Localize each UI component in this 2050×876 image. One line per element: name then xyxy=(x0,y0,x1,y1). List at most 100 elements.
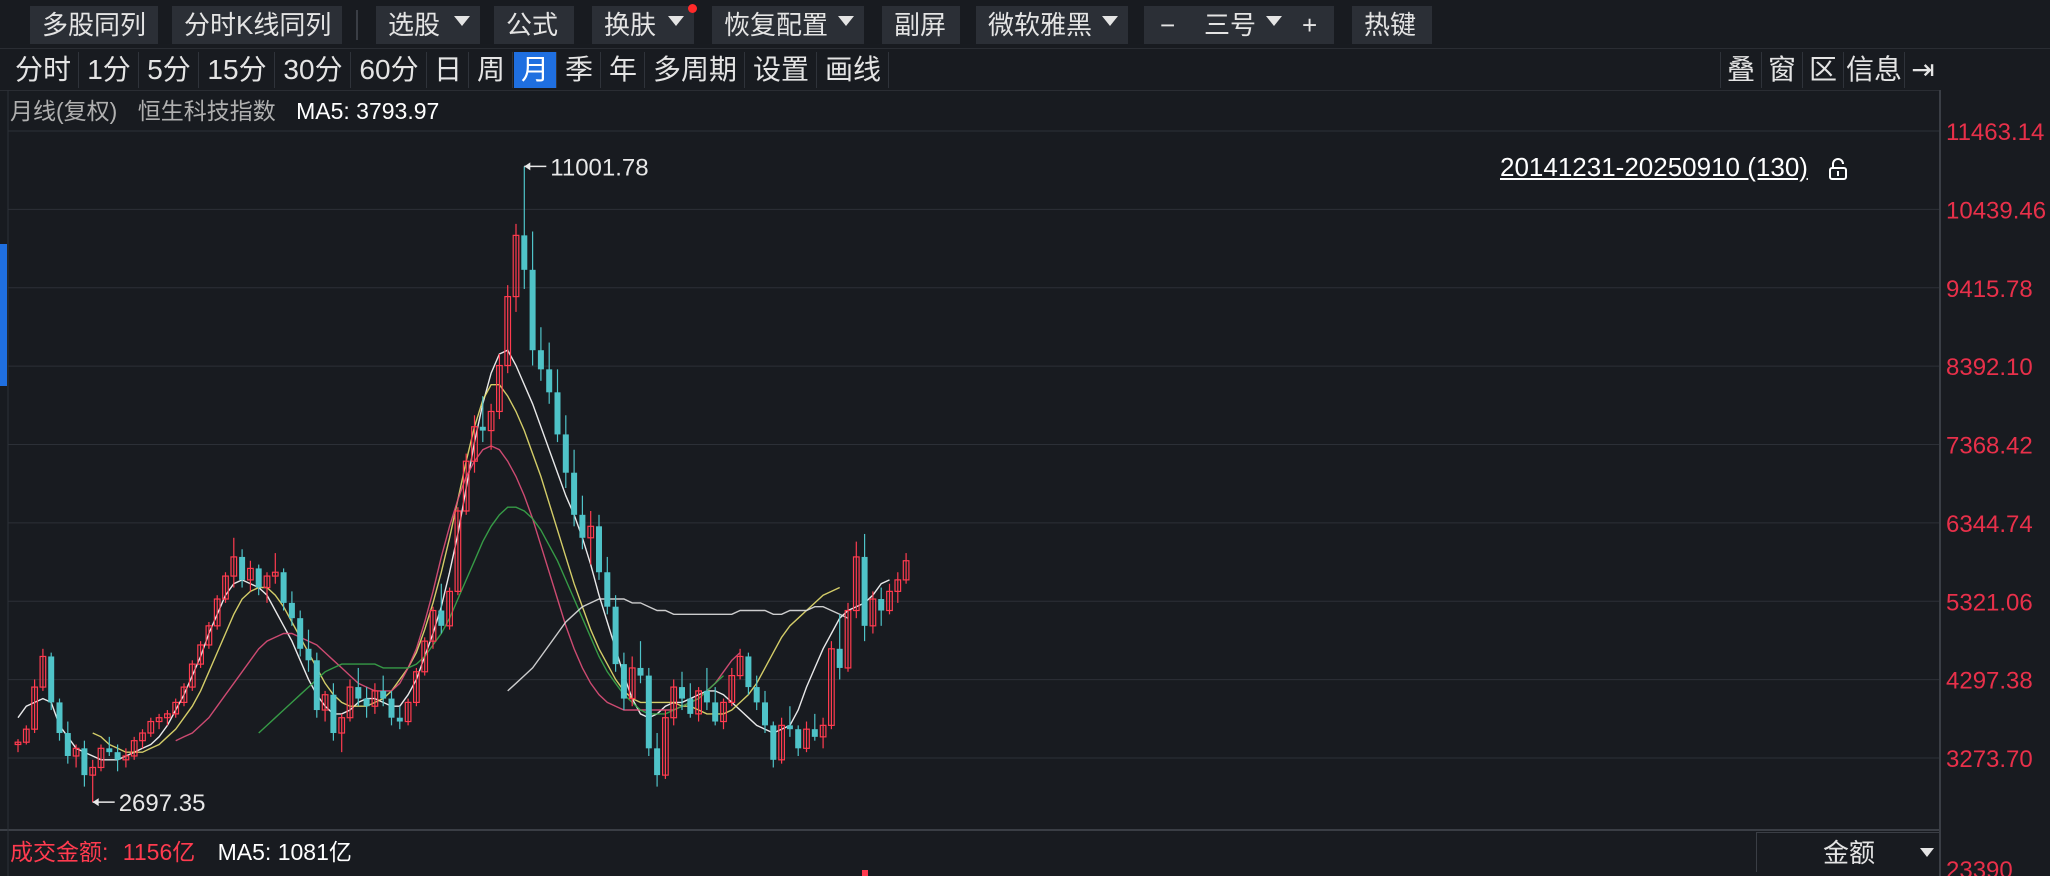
unlock-icon[interactable] xyxy=(1828,158,1848,180)
candle-body xyxy=(687,698,694,714)
period-tab-timeshare[interactable]: 分时 xyxy=(8,52,79,88)
candle-body xyxy=(338,717,346,734)
date-range-label[interactable]: 20141231-20250910 (130) xyxy=(1500,152,1808,182)
font-size-value: 三号 xyxy=(1204,10,1257,40)
candle-body xyxy=(180,686,188,703)
top-toolbar: 多股同列 分时K线同列 选股 公式 换肤 恢复配置 副屏 微软雅黑 − 三号 +… xyxy=(0,0,2050,49)
left-accent-bar xyxy=(0,244,7,386)
period-tab-30min[interactable]: 30分 xyxy=(276,52,351,88)
candle-body xyxy=(388,698,395,718)
multi-stock-button[interactable]: 多股同列 xyxy=(30,6,158,44)
candle-body xyxy=(164,713,171,719)
price-annotations: 11001.78 2697.35 xyxy=(92,154,649,817)
info-tool-button[interactable]: 信息 xyxy=(1843,52,1904,88)
candle-body xyxy=(745,656,752,688)
candle-body xyxy=(288,602,295,619)
candle-body xyxy=(396,717,403,722)
annotation-label: 2697.35 xyxy=(119,790,206,817)
candle-body xyxy=(313,660,320,711)
candle-body xyxy=(770,725,777,760)
y-tick-label: 9415.78 xyxy=(1946,276,2033,303)
candle-body xyxy=(869,598,877,627)
candle-body xyxy=(321,694,329,711)
candle-body xyxy=(147,720,155,734)
candle-body xyxy=(255,568,262,588)
candle-body xyxy=(753,687,760,703)
collapse-panel-icon[interactable]: ⇥ xyxy=(1904,52,1941,88)
second-screen-button[interactable]: 副屏 xyxy=(882,6,960,44)
candle-body xyxy=(31,686,38,730)
candle-body xyxy=(819,724,827,738)
candle-body xyxy=(188,663,196,688)
stock-picker-label: 选股 xyxy=(388,10,441,40)
overlay-tool-button[interactable]: 叠 xyxy=(1720,52,1761,88)
candle-body xyxy=(263,575,271,589)
candle-body xyxy=(778,724,785,761)
candle-body xyxy=(346,686,354,719)
candle-body xyxy=(239,556,246,580)
candle-body xyxy=(205,625,213,646)
candle-body xyxy=(462,460,470,512)
hotkey-button[interactable]: 热键 xyxy=(1352,6,1432,44)
period-tab-day[interactable]: 日 xyxy=(428,52,469,88)
candle-body xyxy=(679,687,685,699)
axis-border xyxy=(0,90,1941,876)
candle-body xyxy=(72,747,80,757)
candle-body xyxy=(297,618,304,649)
period-tab-60min[interactable]: 60分 xyxy=(352,52,427,88)
candle-body xyxy=(587,525,595,539)
period-tab-year[interactable]: 年 xyxy=(602,52,645,88)
candle-body xyxy=(429,609,437,642)
candle-body xyxy=(786,725,793,730)
candle-body xyxy=(795,729,802,749)
chevron-down-icon xyxy=(1266,16,1282,26)
font-size-decrease-button[interactable]: − xyxy=(1160,10,1176,40)
volume-type-select[interactable]: 金额 xyxy=(1756,832,1940,872)
period-tab-month[interactable]: 月 xyxy=(514,52,557,88)
candle-body xyxy=(446,590,453,627)
draw-line-tab[interactable]: 画线 xyxy=(818,52,889,88)
candle-body xyxy=(222,575,229,600)
kline-type-label: 月线(复权) xyxy=(10,98,118,124)
period-tab-week[interactable]: 周 xyxy=(470,52,513,88)
chart-info-line: 月线(复权) 恒生科技指数 MA5: 3793.97 xyxy=(10,96,439,126)
formula-button[interactable]: 公式 xyxy=(494,6,574,44)
candle-body xyxy=(521,235,528,270)
candle-body xyxy=(380,690,387,699)
window-tool-button[interactable]: 窗 xyxy=(1761,52,1802,88)
candle-body xyxy=(596,526,602,573)
volume-bar xyxy=(862,870,868,876)
candle-body xyxy=(172,701,180,715)
period-tab-5min[interactable]: 5分 xyxy=(140,52,199,88)
period-bar: 分时 1分 5分 15分 30分 60分 日 周 月 季 年 多周期 设置 画线… xyxy=(0,50,1940,91)
candle-body xyxy=(106,748,113,753)
split-kline-button[interactable]: 分时K线同列 xyxy=(172,6,342,44)
candle-body xyxy=(670,686,678,719)
period-tab-1min[interactable]: 1分 xyxy=(80,52,139,88)
candle-body xyxy=(811,729,818,737)
candle-body xyxy=(628,667,636,700)
candle-body xyxy=(122,755,130,761)
candle-body xyxy=(330,694,337,734)
y-tick-label: 5321.06 xyxy=(1946,589,2033,616)
font-size-increase-button[interactable]: + xyxy=(1302,10,1318,40)
candle-body xyxy=(827,648,835,726)
range-tool-button[interactable]: 区 xyxy=(1802,52,1843,88)
candle-body xyxy=(861,556,868,626)
candle-body xyxy=(537,350,544,370)
candle-body xyxy=(736,655,744,677)
y-tick-label: 11463.14 xyxy=(1946,119,2044,146)
ma-line-ma60 xyxy=(507,598,849,692)
multi-period-tab[interactable]: 多周期 xyxy=(646,52,745,88)
candle-body xyxy=(271,571,279,577)
period-tab-15min[interactable]: 15分 xyxy=(200,52,275,88)
candle-body xyxy=(546,369,553,393)
period-tab-quarter[interactable]: 季 xyxy=(558,52,601,88)
font-size-control xyxy=(1144,6,1334,44)
candle-body xyxy=(712,702,719,722)
candle-body xyxy=(902,560,910,581)
chevron-down-icon xyxy=(668,16,684,26)
candle-body xyxy=(56,702,63,734)
settings-tab[interactable]: 设置 xyxy=(746,52,817,88)
